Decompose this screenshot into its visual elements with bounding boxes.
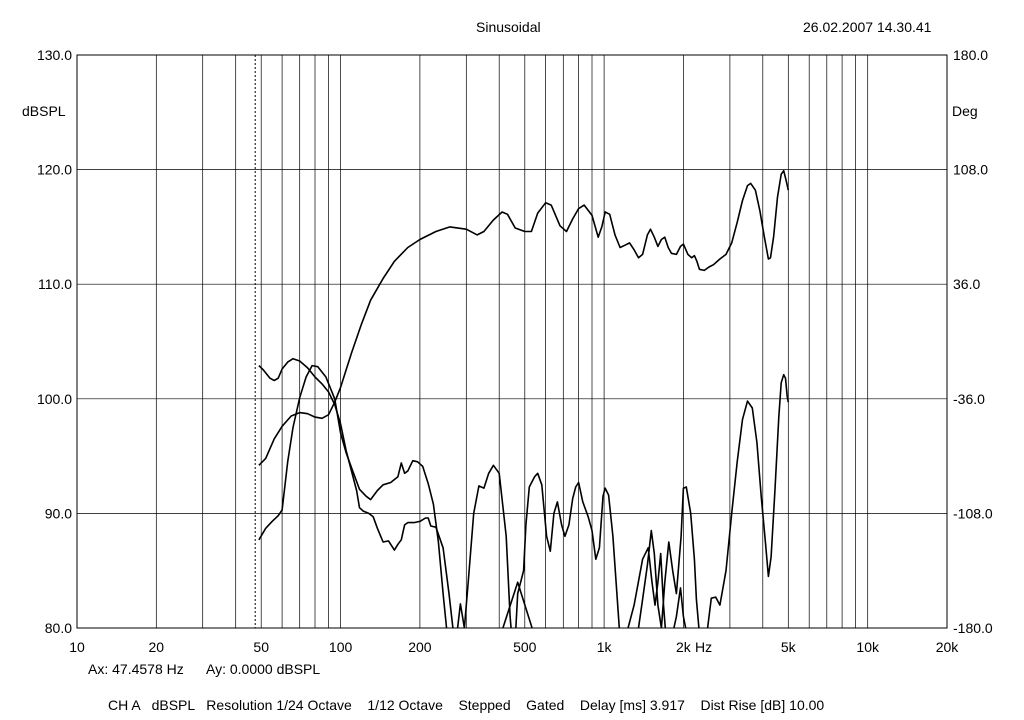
- cursor-y-readout: Ay: 0.0000 dBSPL: [206, 661, 321, 677]
- y-tick-label-left: 100.0: [37, 391, 72, 407]
- x-tick-label: 2k: [676, 639, 692, 655]
- x-tick-label: 500: [513, 639, 537, 655]
- y-axis-unit-right: Deg: [952, 103, 978, 119]
- series-line-3: [258, 357, 687, 628]
- plot-frame: [76, 54, 948, 629]
- x-tick-label: 10: [69, 639, 85, 655]
- status-footer: CH A dBSPL Resolution 1/24 Octave 1/12 O…: [108, 697, 825, 713]
- series: [258, 169, 790, 628]
- timestamp: 26.02.2007 14.30.41: [803, 19, 932, 35]
- chart-title: Sinusoidal: [476, 19, 541, 35]
- x-tick-label: 20k: [936, 639, 960, 655]
- y-tick-label-left: 110.0: [38, 276, 72, 292]
- x-axis-unit: Hz: [695, 639, 713, 655]
- series-line-2: [258, 364, 790, 628]
- y-tick-label-right: -36.0: [953, 391, 985, 407]
- y-tick-label-left: 90.0: [45, 505, 72, 521]
- y-tick-label-left: 120.0: [37, 162, 72, 178]
- x-tick-label: 10k: [856, 639, 880, 655]
- y-tick-label-left: 80.0: [45, 620, 72, 636]
- x-tick-label: 5k: [781, 639, 797, 655]
- y-tick-label-right: 108.0: [953, 162, 988, 178]
- x-tick-label: 100: [329, 639, 353, 655]
- y-axis-unit-left: dBSPL: [22, 103, 66, 119]
- series-line-1: [258, 169, 790, 466]
- x-tick-label: 200: [408, 639, 432, 655]
- x-tick-label: 20: [149, 639, 165, 655]
- y-tick-label-right: -180.0: [953, 620, 993, 636]
- axis-labels: 10 20 50 100 200 500 1k 2k 5k 10k 20k 130.0 120.0 110…: [37, 47, 993, 655]
- x-tick-label: 1k: [597, 639, 613, 655]
- y-tick-label-left: 130.0: [37, 47, 72, 63]
- y-tick-label-right: 36.0: [953, 276, 980, 292]
- grid: [77, 55, 947, 628]
- y-tick-label-right: -108.0: [953, 505, 993, 521]
- cursor-x-readout: Ax: 47.4578 Hz: [88, 661, 184, 677]
- y-tick-label-right: 180.0: [953, 47, 988, 63]
- x-tick-label: 50: [253, 639, 269, 655]
